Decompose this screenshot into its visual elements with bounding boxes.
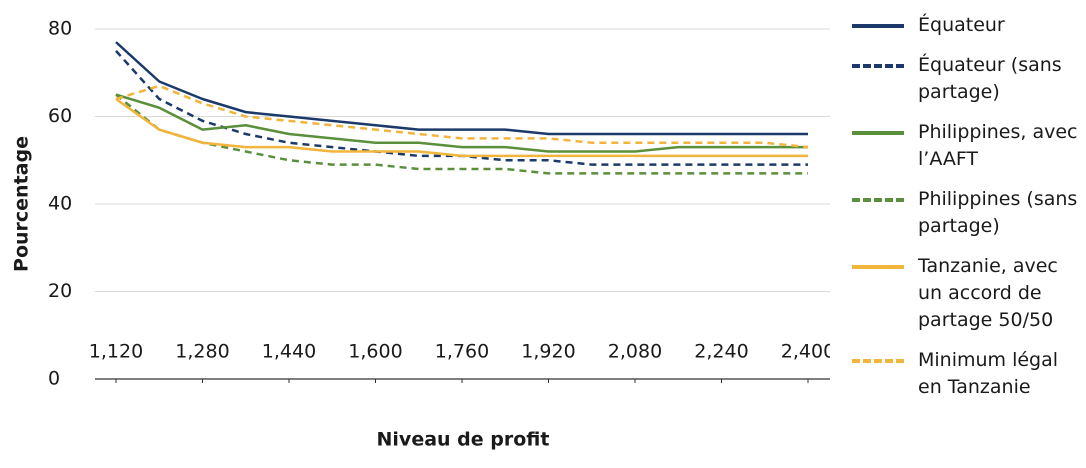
x-tick-label: 1,440	[262, 341, 316, 363]
plot: Niveau de profit Pourcentage 0 20 40 60 80 1,…	[11, 18, 830, 451]
legend-label: Équateur	[918, 14, 1005, 36]
legend: Équateur Équateur (sans partage) Philippin…	[852, 12, 1078, 401]
legend-key	[852, 347, 904, 374]
legend-key	[852, 52, 904, 79]
legend-entry: Philippines (sans partage)	[852, 186, 1078, 240]
series-line	[115, 93, 808, 153]
y-tick-label: 0	[48, 368, 60, 390]
legend-key	[852, 119, 904, 146]
series-line	[115, 97, 808, 158]
legend-entry: Équateur	[852, 12, 1078, 39]
legend-entry: Tanzanie, avec un accord de partage 50/5…	[852, 253, 1078, 334]
series-line	[115, 41, 808, 136]
series-line	[115, 93, 808, 175]
legend-key	[852, 12, 904, 39]
legend-swatch	[852, 64, 904, 68]
legend-label: Tanzanie, avec un accord de partage 50/5…	[918, 255, 1058, 331]
legend-entry: Philippines, avec l’AAFT	[852, 119, 1078, 173]
x-tick-label: 2,080	[608, 341, 662, 363]
legend-swatch	[852, 24, 904, 28]
legend-swatch	[852, 265, 904, 269]
legend-key	[852, 253, 904, 280]
legend-label: Équateur (sans partage)	[918, 54, 1062, 103]
legend-label: Philippines, avec l’AAFT	[918, 121, 1078, 170]
x-tick-label: 2,400	[781, 341, 830, 363]
legend-swatch	[852, 198, 904, 202]
x-tick-label: 2,240	[694, 341, 748, 363]
legend-key	[852, 186, 904, 213]
x-axis-label: Niveau de profit	[377, 429, 550, 451]
x-tick-label: 1,600	[348, 341, 402, 363]
x-tick-label: 1,280	[175, 341, 229, 363]
x-tick-label: 1,760	[435, 341, 489, 363]
x-tick-label: 1,120	[89, 341, 143, 363]
legend-entry: Minimum légal en Tanzanie	[852, 347, 1078, 401]
y-tick-label: 60	[48, 105, 72, 127]
y-tick-label: 80	[48, 18, 72, 40]
legend-swatch	[852, 359, 904, 363]
x-tick-label: 1,920	[521, 341, 575, 363]
legend-entry: Équateur (sans partage)	[852, 52, 1078, 106]
y-tick-label: 20	[48, 280, 72, 302]
y-axis-label: Pourcentage	[11, 136, 33, 272]
y-tick-label: 40	[48, 193, 72, 215]
series-line	[115, 84, 809, 149]
legend-label: Minimum légal en Tanzanie	[918, 349, 1059, 398]
legend-label: Philippines (sans partage)	[918, 188, 1078, 237]
legend-swatch	[852, 131, 904, 135]
